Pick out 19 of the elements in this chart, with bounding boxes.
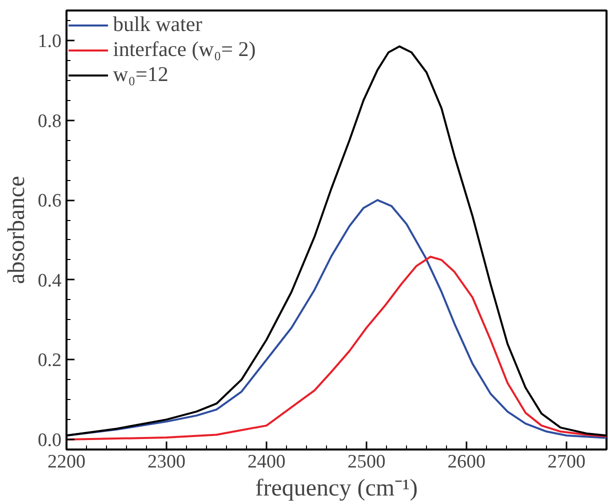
y-axis-title: absorbance: [4, 176, 30, 284]
y-tick-label: 0.4: [38, 270, 62, 292]
x-tick-label: 2400: [248, 452, 286, 472]
legend-label: interface (w₀= 2): [113, 37, 256, 62]
legend-label: bulk water: [113, 12, 202, 37]
x-axis-title: frequency (cm⁻¹): [255, 476, 418, 502]
line-series: [66, 199, 606, 439]
x-tick-label: 2300: [148, 452, 186, 472]
y-tick-label: 0.0: [38, 430, 62, 452]
x-tick-label: 2700: [548, 452, 586, 472]
y-tick-label: 0.2: [38, 350, 62, 372]
line-series: [66, 256, 606, 441]
y-tick-label: 0.8: [38, 110, 62, 132]
legend-label: w₀=12: [113, 62, 168, 87]
x-tick-label: 2200: [48, 452, 86, 472]
y-tick-label: 1.0: [38, 30, 62, 52]
x-tick-label: 2500: [348, 452, 386, 472]
y-tick-label: 0.6: [38, 190, 62, 212]
x-tick-label: 2600: [448, 452, 486, 472]
